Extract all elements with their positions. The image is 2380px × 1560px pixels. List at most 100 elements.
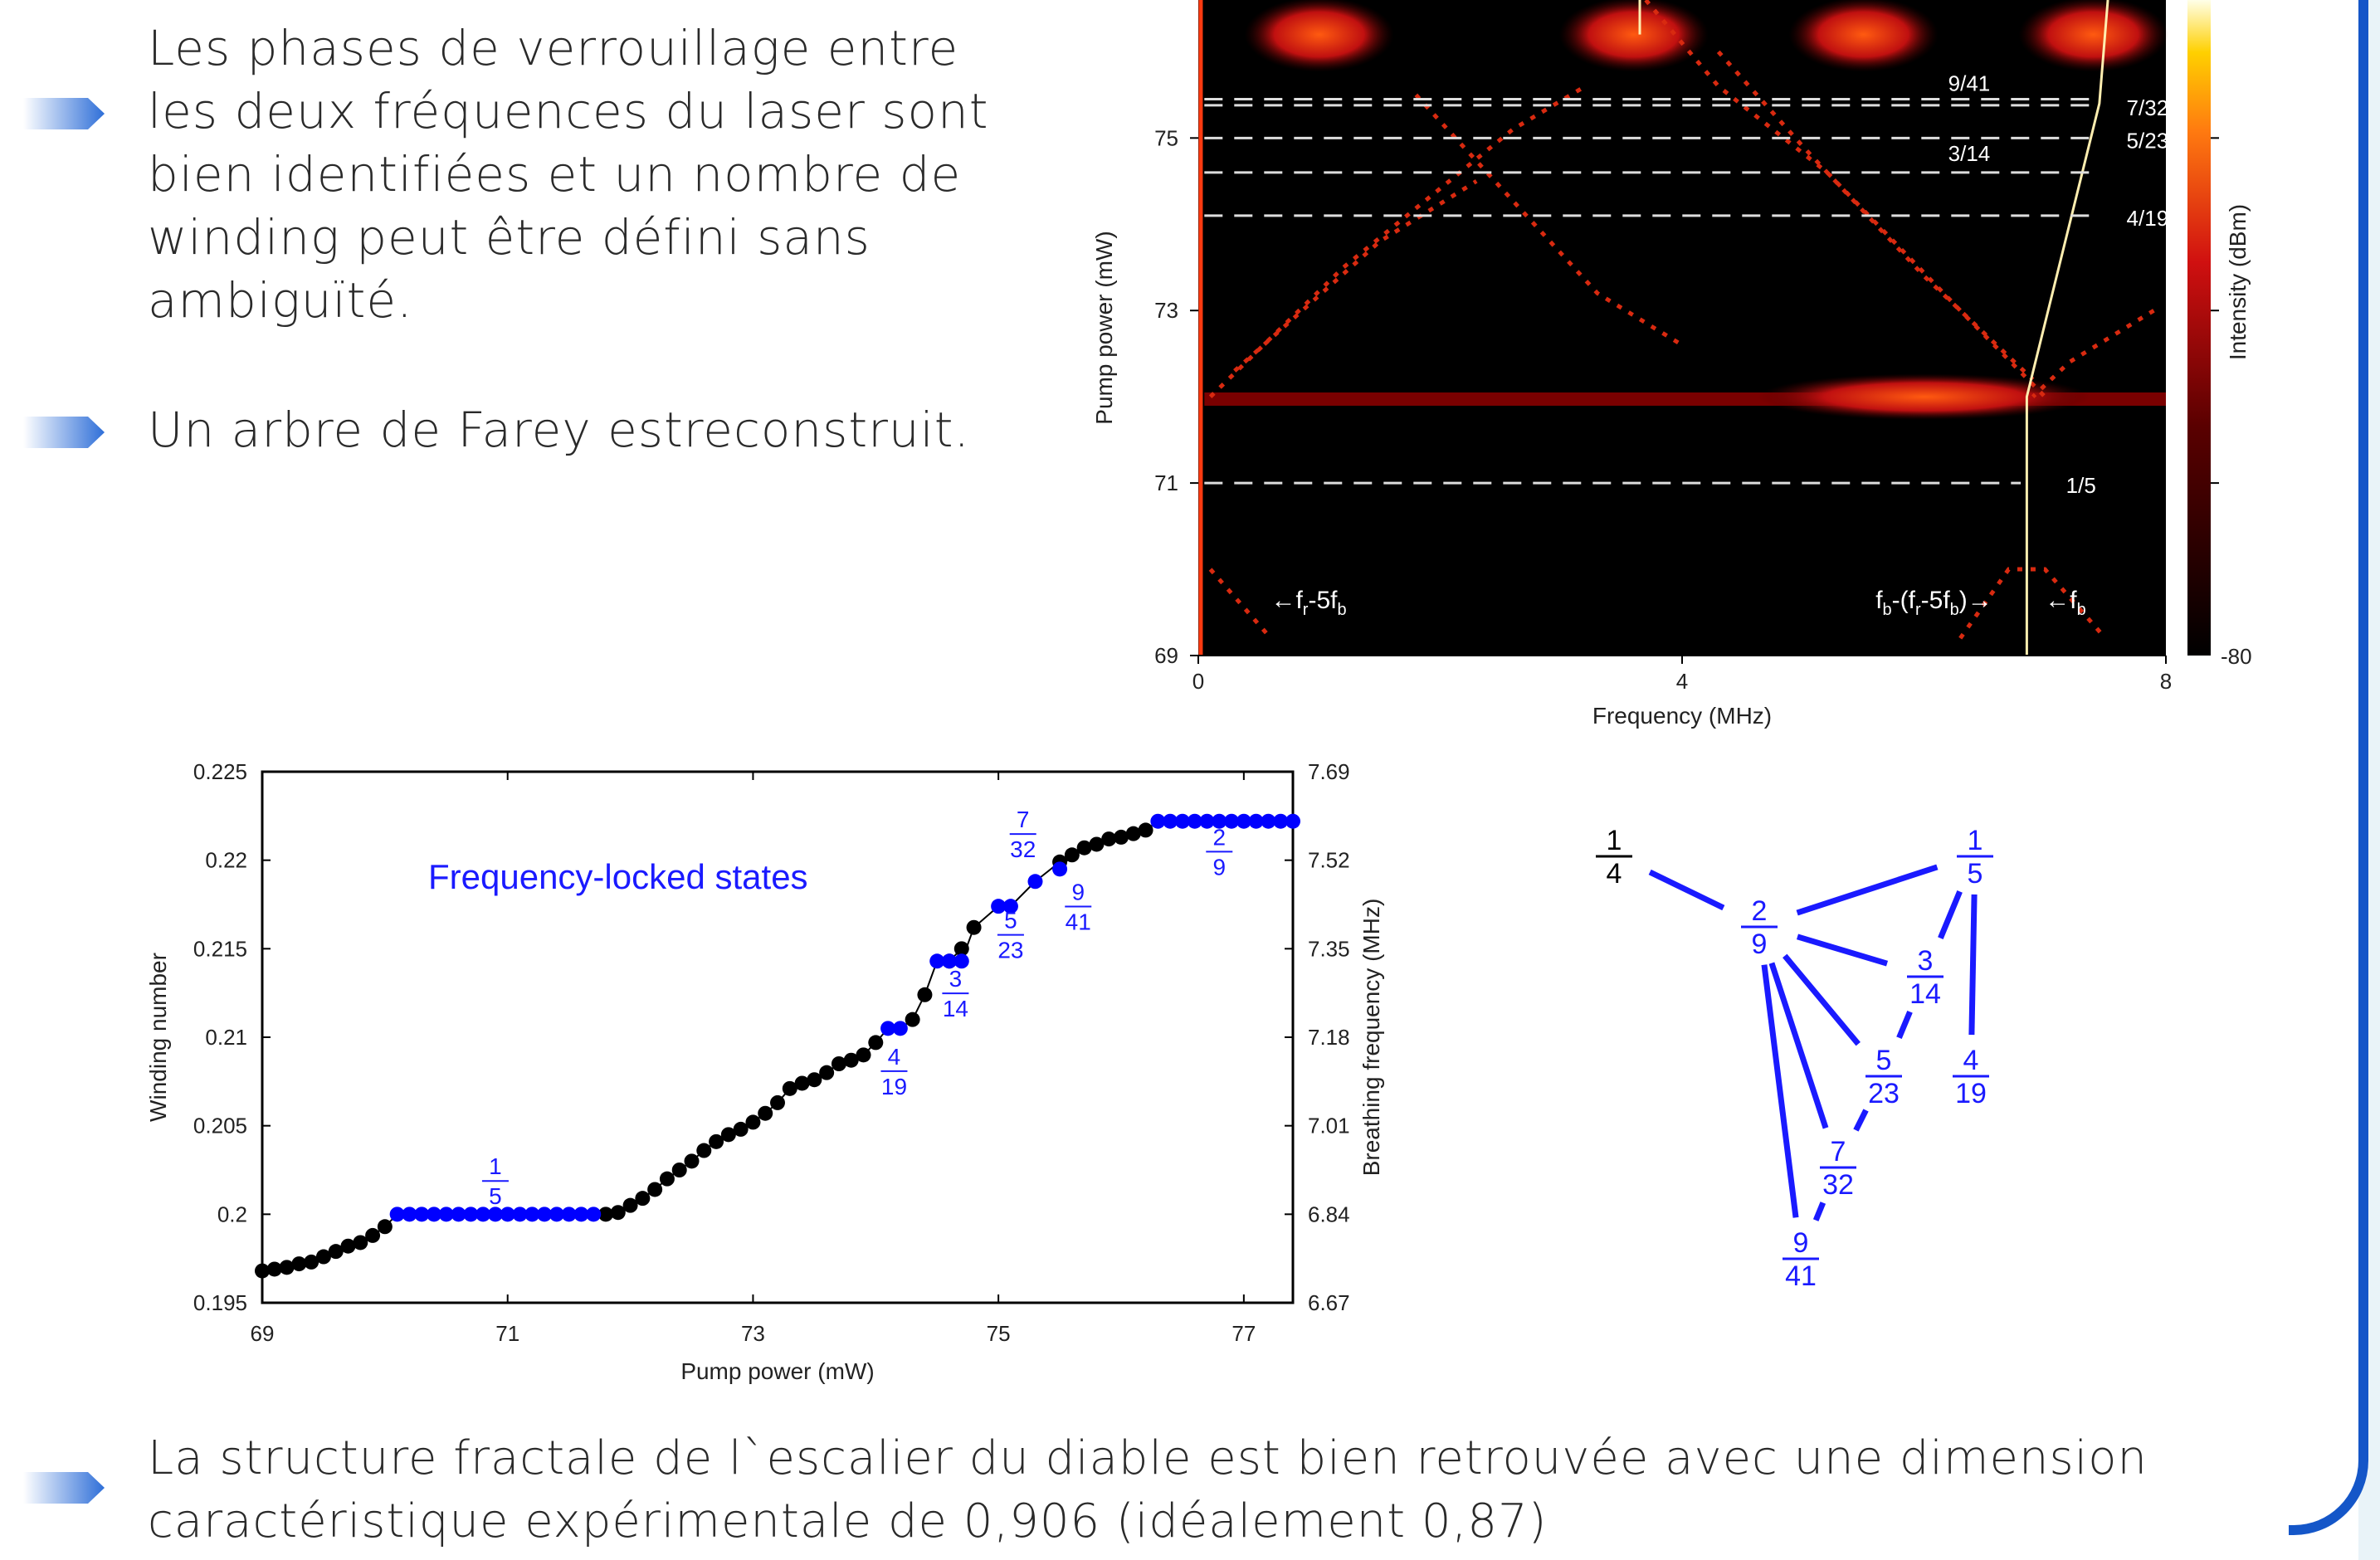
fraction-denominator: 32 — [1010, 836, 1036, 862]
unlocked-point — [1089, 836, 1105, 852]
farey-edge — [1968, 894, 1978, 1036]
farey-node-numerator: 1 — [1968, 825, 1983, 856]
unlocked-point — [659, 1171, 675, 1187]
y-tick-label: 0.21 — [205, 1025, 247, 1050]
unlocked-point — [291, 1256, 307, 1272]
farey-edge — [1768, 962, 1829, 1129]
unlocked-point — [1076, 840, 1092, 856]
farey-edge — [1896, 1010, 1913, 1040]
farey-edge — [1648, 869, 1725, 911]
colorbar — [2187, 0, 2211, 656]
locked-point — [573, 1207, 589, 1222]
locked-point — [991, 899, 1007, 914]
spectral-trace — [1414, 93, 1684, 347]
farey-node-numerator: 2 — [1752, 895, 1768, 927]
chart-annotation: Frequency-locked states — [428, 857, 808, 896]
y-tick-label: 0.22 — [205, 848, 247, 873]
bullet-arrow-icon — [23, 1472, 105, 1504]
locked-point — [402, 1207, 417, 1222]
fraction-denominator: 19 — [881, 1074, 907, 1099]
locked-point — [1248, 813, 1264, 829]
unlocked-point — [377, 1219, 393, 1235]
locked-point — [1187, 813, 1202, 829]
unlocked-point — [1101, 831, 1117, 847]
locked-point — [1150, 813, 1166, 829]
farey-node-denominator: 4 — [1607, 858, 1622, 890]
unlocked-point — [807, 1072, 822, 1088]
locked-point — [463, 1207, 479, 1222]
y2-tick-label: 6.84 — [1308, 1202, 1350, 1226]
spectral-blob — [1758, 373, 2090, 421]
unlocked-point — [1114, 829, 1129, 845]
locked-state-label: 3/14 — [1948, 141, 1991, 166]
farey-node-denominator: 32 — [1822, 1169, 1854, 1201]
spectral-trace — [1716, 50, 2035, 382]
y2-axis-label: Breathing frequency (MHz) — [1358, 899, 1384, 1177]
farey-node-numerator: 4 — [1963, 1045, 1979, 1076]
unlocked-point — [255, 1263, 270, 1279]
fraction-denominator: 14 — [943, 996, 968, 1021]
farey-edge — [1796, 934, 1889, 967]
farey-node-denominator: 19 — [1955, 1078, 1987, 1109]
unlocked-point — [905, 1012, 920, 1027]
locked-point — [929, 953, 945, 969]
y2-tick-label: 7.35 — [1308, 936, 1350, 961]
heatmap-figure: 9/41 7/32 5/23 3/14 4/19 1/5 ←fr-5fb fb-(fr-5fb… — [1091, 0, 2252, 729]
locked-point — [1174, 813, 1190, 829]
x-tick-label: 73 — [741, 1321, 765, 1346]
unlocked-point — [365, 1227, 381, 1243]
y-axis-label: Winding number — [145, 953, 171, 1122]
heatmap-annotation: ←fb — [2045, 587, 2085, 619]
y-tick-label: 75 — [1154, 125, 1178, 150]
locked-point — [500, 1207, 515, 1222]
locked-point — [953, 953, 969, 969]
fraction-numerator: 4 — [888, 1044, 901, 1070]
unlocked-point — [353, 1235, 368, 1250]
unlocked-point — [953, 941, 969, 957]
plot-frame — [261, 770, 1295, 1304]
bullet-arrow-icon — [23, 98, 105, 129]
x-axis-label: Pump power (mW) — [680, 1358, 874, 1384]
unlocked-point — [794, 1075, 810, 1091]
unlocked-point — [315, 1249, 331, 1265]
spectral-blob — [1558, 0, 1709, 72]
x-tick-label: 69 — [251, 1321, 275, 1346]
unlocked-point — [709, 1133, 724, 1149]
locked-point — [1285, 813, 1300, 829]
unlocked-point — [696, 1143, 712, 1158]
y2-tick-label: 6.67 — [1308, 1290, 1350, 1315]
y2-tick-label: 7.18 — [1308, 1025, 1350, 1050]
heatmap-annotation: fb-(fr-5fb)→ — [1875, 587, 1992, 619]
bullet-text-phases: Les phases de verrouillage entre les deu… — [148, 20, 989, 329]
unlocked-point — [720, 1127, 736, 1143]
farey-edge — [1796, 864, 1939, 916]
unlocked-point — [328, 1244, 344, 1260]
bullet-arrow-icon — [23, 417, 105, 448]
locked-point — [1273, 813, 1289, 829]
y-tick-label: 73 — [1154, 298, 1178, 323]
locked-point — [1027, 874, 1043, 890]
farey-node-numerator: 3 — [1918, 945, 1934, 977]
farey-edge — [1853, 1109, 1869, 1132]
unlocked-point — [917, 987, 933, 1002]
locked-point — [1236, 813, 1251, 829]
fraction-numerator: 7 — [1017, 807, 1030, 832]
unlocked-point — [1138, 822, 1153, 838]
unlocked-point — [856, 1047, 871, 1063]
unlocked-point — [266, 1261, 282, 1277]
locked-point — [942, 953, 957, 969]
locked-point — [476, 1207, 491, 1222]
locked-point — [1002, 899, 1018, 914]
y-axis-label: Pump power (mW) — [1091, 231, 1117, 424]
unlocked-point — [831, 1056, 846, 1071]
fraction-numerator: 2 — [1212, 824, 1226, 850]
fraction-denominator: 41 — [1066, 909, 1091, 935]
locked-point — [1199, 813, 1215, 829]
unlocked-point — [647, 1182, 663, 1197]
spectral-trace — [1958, 567, 2108, 640]
locked-point — [892, 1021, 908, 1036]
locked-point — [586, 1207, 602, 1222]
locked-point — [512, 1207, 528, 1222]
fraction-numerator: 9 — [1071, 880, 1085, 905]
